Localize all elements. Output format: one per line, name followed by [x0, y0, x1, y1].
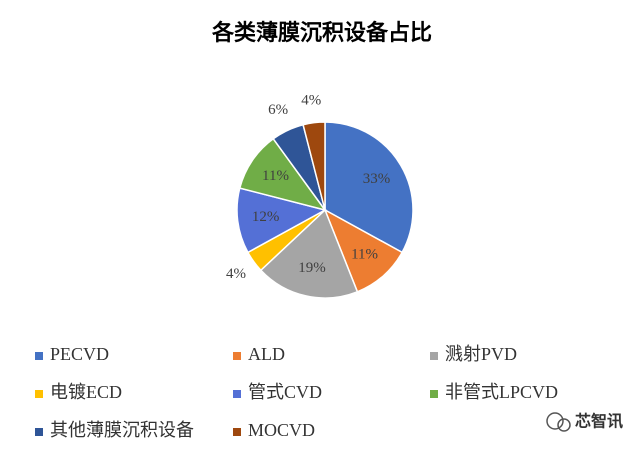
chart-title: 各类薄膜沉积设备占比 — [211, 20, 432, 45]
legend-marker — [35, 428, 43, 436]
legend-marker — [35, 390, 43, 398]
data-label: 11% — [262, 168, 289, 184]
legend-marker — [430, 352, 438, 360]
legend-label: 电镀ECD — [50, 382, 122, 402]
pie-slice — [259, 208, 359, 299]
pie-slice — [302, 121, 326, 211]
legend-marker — [35, 352, 43, 360]
pie-slice — [236, 187, 328, 254]
watermark-icon — [546, 412, 564, 430]
data-label: 11% — [351, 246, 378, 262]
legend-marker — [430, 390, 438, 398]
data-label: 19% — [298, 260, 326, 276]
legend-label: 非管式LPCVD — [445, 382, 558, 402]
data-label: 6% — [268, 102, 288, 118]
data-label: 4% — [226, 266, 246, 282]
data-label: 33% — [363, 171, 391, 187]
legend-marker — [233, 352, 241, 360]
legend-label: PECVD — [50, 344, 109, 364]
watermark-text: 芯智讯 — [575, 412, 623, 431]
pie-slice — [324, 121, 414, 254]
data-label: 12% — [252, 209, 280, 225]
legend-label: 其他薄膜沉积设备 — [50, 420, 194, 440]
watermark: 芯智讯 — [546, 412, 623, 432]
legend-marker — [233, 428, 241, 436]
legend-marker — [233, 390, 241, 398]
legend-label: MOCVD — [248, 420, 315, 440]
legend-label: ALD — [248, 344, 285, 364]
legend-label: 溅射PVD — [445, 344, 517, 364]
legend-label: 管式CVD — [248, 382, 322, 402]
data-label: 4% — [301, 92, 321, 108]
watermark-icon — [557, 418, 571, 432]
